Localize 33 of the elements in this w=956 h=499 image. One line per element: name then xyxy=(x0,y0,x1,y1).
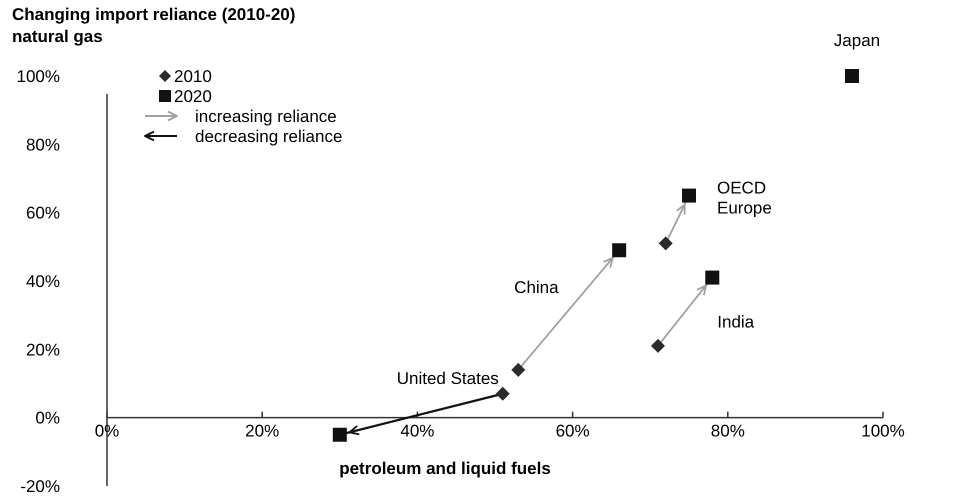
annotation: China xyxy=(514,278,560,297)
annotation: OECD Europe xyxy=(717,178,772,218)
y-tick-label: 40% xyxy=(26,272,60,291)
point xyxy=(658,236,673,250)
x-axis-title: petroleum and liquid fuels xyxy=(339,459,551,478)
x-tick-label: 60% xyxy=(556,422,590,441)
point xyxy=(844,69,859,83)
annotation: United States xyxy=(396,368,499,388)
y-tick-label: -20% xyxy=(20,477,60,496)
x-tick-label: 100% xyxy=(861,422,905,441)
point xyxy=(332,428,347,442)
point xyxy=(682,188,696,203)
legend-label: 2010 xyxy=(174,67,212,86)
x-tick-label: 40% xyxy=(400,422,434,441)
y-tick-label: 0% xyxy=(35,408,60,428)
annotation: Japan xyxy=(834,31,880,50)
y-tick-label: 20% xyxy=(26,340,60,360)
legend-label: decreasing reliance xyxy=(195,127,342,146)
point xyxy=(650,338,665,353)
x-tick-label: 20% xyxy=(245,422,280,441)
y-tick-label: 100% xyxy=(16,67,60,86)
legend-label: 2020 xyxy=(174,87,212,106)
chart-title: Changing import reliance (2010-20) xyxy=(12,5,296,24)
point xyxy=(705,270,720,285)
point xyxy=(496,386,510,401)
point xyxy=(511,362,526,377)
x-tick-label: 80% xyxy=(710,422,745,441)
annotation: India xyxy=(717,312,755,332)
y-tick-label: 80% xyxy=(26,135,60,154)
legend-label: increasing reliance xyxy=(195,107,337,126)
point xyxy=(612,243,626,258)
y-axis-title: natural gas xyxy=(12,27,103,46)
y-tick-label: 60% xyxy=(26,204,60,223)
